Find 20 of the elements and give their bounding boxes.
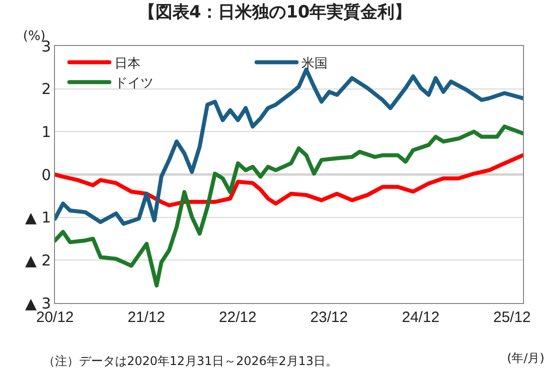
y-tick-label: ▲ 2 <box>25 251 51 270</box>
chart-title: 【図表4：日米独の10年実質金利】 <box>138 2 412 23</box>
x-tick-label: 22/12 <box>218 309 256 326</box>
line-series <box>55 68 523 226</box>
y-tick-label: 1 <box>41 122 51 141</box>
legend-label: ドイツ <box>114 76 154 92</box>
y-tick-label: ▲ 1 <box>25 208 51 227</box>
y-tick-label: 2 <box>41 80 51 98</box>
x-tick-label: 24/12 <box>402 309 440 326</box>
text: （注）データは2020年12月31日～2026年2月13日。 <box>43 354 338 368</box>
x-tick-label: 23/12 <box>310 309 348 326</box>
x-axis-title: (年/月) <box>507 351 544 365</box>
x-tick-label: 21/12 <box>128 309 166 326</box>
y-tick-label: 0 <box>41 166 51 184</box>
y-axis-title: (%) <box>23 29 46 44</box>
line-series <box>55 153 523 208</box>
line-series <box>55 124 523 288</box>
legend-label: 米国 <box>302 56 328 72</box>
x-tick-label: 25/12 <box>493 309 531 326</box>
legend-label: 日本 <box>114 56 140 72</box>
